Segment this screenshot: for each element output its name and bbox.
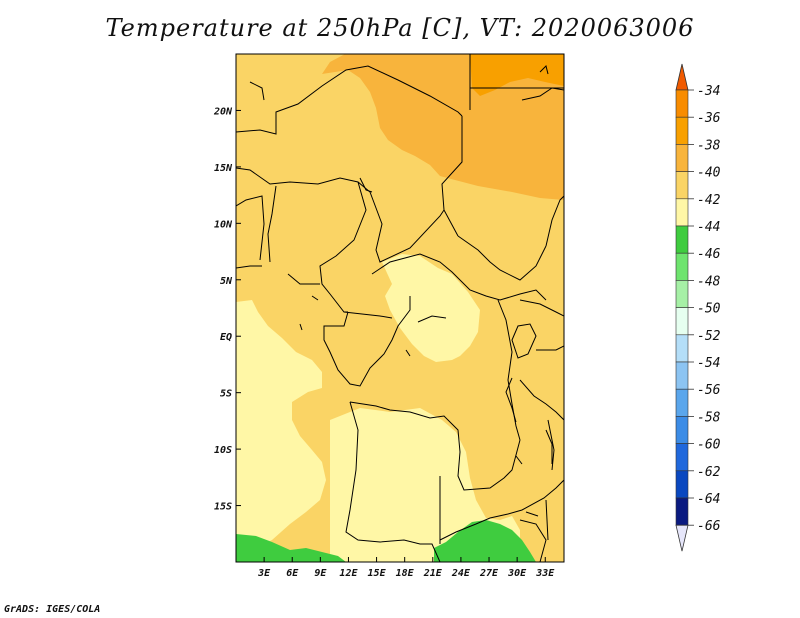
boundary-east-africa <box>519 299 564 351</box>
x-tick-label: 33E <box>535 568 555 579</box>
fill-minus42-lower-west <box>236 466 268 514</box>
colorbar-label: -44 <box>697 220 720 235</box>
boundary-congo <box>323 296 411 387</box>
colorbar-swatch <box>675 144 689 172</box>
fill-minus38-north <box>322 54 564 200</box>
colorbar-label: -64 <box>697 492 720 507</box>
y-tick-label: 5S <box>220 389 232 400</box>
colorbar-label: -58 <box>697 410 721 425</box>
boundary-sudan-south <box>457 235 547 281</box>
colorbar-swatch <box>675 171 689 200</box>
colorbar-label: -46 <box>697 247 721 262</box>
boundary-chad-east <box>441 116 463 237</box>
boundary-drc-south <box>349 401 521 491</box>
y-tick-label: 20N <box>213 106 233 117</box>
colorbar-label: -60 <box>697 438 721 453</box>
colorbar-top-arrow <box>675 63 689 91</box>
boundary-cameroon <box>319 181 367 313</box>
boundary-north <box>236 65 463 135</box>
chart-title: Temperature at 250hPa [C], VT: 202006300… <box>105 14 695 42</box>
lake-outlines <box>299 177 553 517</box>
temperature-field <box>236 54 564 562</box>
fill-minus44-south-central <box>434 520 536 562</box>
colorbar-swatch <box>675 116 689 145</box>
y-tick-label: 15S <box>214 502 232 513</box>
colorbar-label: -40 <box>697 166 721 181</box>
colorbar-swatch <box>675 497 689 526</box>
y-tick-label: EQ <box>220 332 232 343</box>
y-tick-label: 10N <box>214 219 233 230</box>
x-tick-label: 27E <box>479 568 499 579</box>
colorbar-label: -62 <box>697 465 721 480</box>
colorbar-swatch <box>675 361 689 390</box>
colorbar-label: -34 <box>697 84 720 99</box>
colorbar-label: -52 <box>697 329 721 344</box>
x-tick-label: 3E <box>257 568 271 579</box>
y-tick-label: 5N <box>220 276 233 287</box>
boundary-drc-east <box>497 299 521 441</box>
fill-minus42-central <box>382 254 480 362</box>
axis-labels: 3E 6E 9E 12E 15E 18E 21E 24E 27E 30E 33E 20N 15N 10N 5… <box>213 106 555 579</box>
map-frame <box>235 53 565 563</box>
x-tick-label: 6E <box>286 568 299 579</box>
x-tick-label: 24E <box>451 568 471 579</box>
colorbar-swatch <box>675 198 689 227</box>
colorbar: -34 -36 -38 -40 -42 -44 -46 -48 -50 -52 -54 -56 -58 -… <box>675 63 721 552</box>
colorbar-label: -48 <box>697 274 721 289</box>
colorbar-label: -56 <box>697 383 721 398</box>
boundary-angola <box>345 401 441 562</box>
colorbar-label: -38 <box>697 138 721 153</box>
boundary-car <box>371 253 547 301</box>
x-tick-label: 18E <box>396 568 415 579</box>
boundary-zambia <box>439 479 564 541</box>
colorbar-swatch <box>675 470 689 499</box>
colorbar-label: -42 <box>697 193 721 208</box>
fill-minus44-southwest <box>236 534 346 562</box>
colorbar-label: -54 <box>697 356 720 371</box>
y-tick-label: 15N <box>214 163 233 174</box>
grads-credit: GrADS: IGES/COLA <box>4 604 101 615</box>
x-tick-label: 12E <box>339 568 358 579</box>
colorbar-swatch <box>675 388 689 417</box>
country-boundaries <box>236 54 564 562</box>
boundary-east-coast <box>236 81 320 285</box>
colorbar-swatch <box>675 280 689 308</box>
boundary-southeast <box>519 499 549 562</box>
fill-minus36-northeast <box>470 54 564 96</box>
colorbar-swatch <box>675 307 689 336</box>
boundary-gabon <box>343 311 393 319</box>
boundary-tanzania <box>519 379 564 471</box>
boundary-ne-horn <box>521 65 564 101</box>
boundary-benin <box>236 195 265 261</box>
x-tick-label: 30E <box>507 568 527 579</box>
colorbar-swatch <box>675 225 689 254</box>
colorbar-label: -66 <box>697 519 721 534</box>
x-tick-label: 15E <box>368 568 387 579</box>
colorbar-swatch <box>675 252 689 281</box>
colorbar-label: -50 <box>697 302 721 317</box>
colorbar-swatch <box>675 416 689 444</box>
colorbar-swatch <box>675 89 689 118</box>
y-tick-label: 10S <box>214 445 232 456</box>
colorbar-swatch <box>675 443 689 472</box>
colorbar-label: -36 <box>697 111 721 126</box>
x-tick-label: 9E <box>314 568 327 579</box>
boundary-libya-egypt <box>469 54 564 110</box>
axis-ticks <box>236 109 546 562</box>
colorbar-swatch <box>675 334 689 363</box>
boundary-sudan-east <box>545 195 564 247</box>
boundary-niger-nigeria <box>267 185 277 263</box>
x-tick-label: 21E <box>423 568 443 579</box>
colorbar-bottom-arrow <box>675 524 689 552</box>
